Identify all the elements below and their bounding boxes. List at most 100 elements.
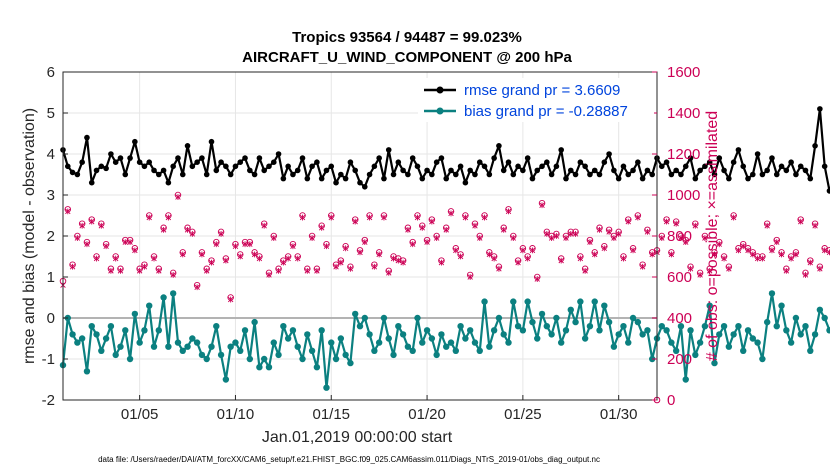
- obs-assimilated-point: [548, 235, 555, 241]
- rmse-point: [658, 163, 665, 170]
- rmse-point: [563, 175, 569, 182]
- obs-assimilated-point: [563, 235, 569, 241]
- bias-point: [78, 335, 86, 342]
- rmse-point: [304, 175, 311, 182]
- rmse-point: [711, 171, 718, 178]
- bias-point: [677, 323, 685, 330]
- y-axis-left-label: rmse and bias (model - observation): [21, 108, 38, 364]
- rmse-point: [79, 159, 85, 165]
- rmse-point: [294, 167, 301, 174]
- obs-assimilated-point: [362, 239, 368, 246]
- obs-assimilated-point: [491, 255, 497, 262]
- bias-point: [744, 327, 752, 334]
- rmse-point: [606, 151, 612, 157]
- chart-title-line1: Tropics 93564 / 94487 = 99.023%: [292, 29, 522, 46]
- obs-assimilated-point: [333, 263, 339, 270]
- bias-point: [265, 364, 273, 371]
- bias-point: [807, 347, 814, 354]
- rmse-point: [611, 167, 617, 174]
- rmse-point: [524, 155, 531, 161]
- rmse-point: [721, 167, 727, 174]
- obs-assimilated-point: [170, 272, 176, 278]
- bias-point: [260, 355, 268, 363]
- rmse-point: [170, 163, 176, 170]
- obs-assimilated-point: [467, 274, 473, 280]
- rmse-point: [409, 155, 416, 161]
- obs-assimilated-point: [366, 214, 373, 221]
- bias-point: [792, 314, 800, 322]
- obs-assimilated-point: [726, 265, 732, 272]
- obs-assimilated-point: [146, 214, 152, 221]
- bias-point: [768, 290, 776, 297]
- bias-point: [275, 351, 282, 359]
- bias-point: [629, 314, 637, 322]
- obs-assimilated-point: [644, 229, 651, 235]
- rmse-point: [338, 171, 344, 178]
- obs-assimilated-point: [141, 263, 148, 270]
- obs-assimilated-point: [381, 214, 387, 221]
- rmse-point: [98, 163, 105, 170]
- rmse-point: [88, 179, 95, 186]
- bias-point: [280, 323, 287, 330]
- obs-assimilated-point: [778, 251, 785, 258]
- obs-assimilated-point: [112, 255, 119, 262]
- obs-assimilated-point: [376, 251, 382, 258]
- obs-assimilated-point: [98, 222, 105, 229]
- rmse-point: [357, 179, 363, 186]
- bias-point: [102, 335, 110, 342]
- y-right-tick-label: 1200: [667, 146, 700, 163]
- rmse-point: [520, 167, 526, 174]
- bias-point: [591, 298, 598, 305]
- obs-assimilated-point: [405, 226, 411, 233]
- obs-assimilated-point: [606, 229, 612, 235]
- rmse-point: [726, 175, 732, 182]
- rmse-point: [706, 159, 713, 165]
- obs-assimilated-point: [69, 263, 76, 270]
- rmse-point: [184, 143, 191, 149]
- obs-assimilated-point: [122, 239, 128, 246]
- bias-point: [754, 339, 761, 346]
- rmse-point: [826, 188, 830, 194]
- obs-assimilated-point: [199, 251, 205, 258]
- rmse-point: [385, 147, 392, 153]
- bias-point: [419, 339, 426, 346]
- rmse-point: [232, 163, 239, 170]
- obs-assimilated-point: [338, 259, 344, 266]
- bias-point: [69, 331, 76, 338]
- bias-point: [270, 339, 277, 346]
- rmse-point: [275, 151, 282, 157]
- bias-point: [352, 310, 359, 318]
- bias-point: [323, 384, 330, 391]
- rmse-point: [601, 159, 608, 165]
- rmse-point: [769, 155, 775, 161]
- obs-assimilated-point: [409, 241, 416, 248]
- rmse-point: [697, 167, 703, 174]
- bias-point: [289, 327, 297, 334]
- obs-assimilated-point: [328, 214, 334, 221]
- rmse-point: [261, 167, 267, 174]
- rmse-point: [429, 171, 435, 178]
- bias-point: [126, 355, 134, 363]
- rmse-point: [299, 155, 306, 161]
- legend-box: [418, 78, 654, 122]
- rmse-point: [117, 155, 124, 161]
- obs-assimilated-point: [352, 218, 358, 225]
- bias-point: [423, 327, 431, 334]
- rmse-point: [433, 159, 440, 165]
- y-axis-left: -2 -1 0 1 2 3 4 5 6: [42, 64, 68, 409]
- bias-point: [476, 347, 483, 354]
- rmse-point: [69, 169, 76, 176]
- obs-assimilated-point: [309, 235, 315, 241]
- rmse-point: [453, 171, 459, 178]
- rmse-point: [223, 163, 229, 170]
- legend-rmse-marker: [436, 86, 444, 94]
- x-tick-label: 01/15: [312, 406, 350, 423]
- rmse-point: [692, 175, 699, 182]
- x-axis-label: Jan.01,2019 00:00:00 start: [262, 429, 453, 446]
- bias-point: [519, 327, 527, 334]
- rmse-point: [390, 171, 397, 178]
- bias-point: [730, 331, 737, 338]
- y-right-tick-label: 0: [667, 392, 675, 409]
- rmse-point: [553, 163, 560, 170]
- obs-assimilated-point: [764, 222, 770, 229]
